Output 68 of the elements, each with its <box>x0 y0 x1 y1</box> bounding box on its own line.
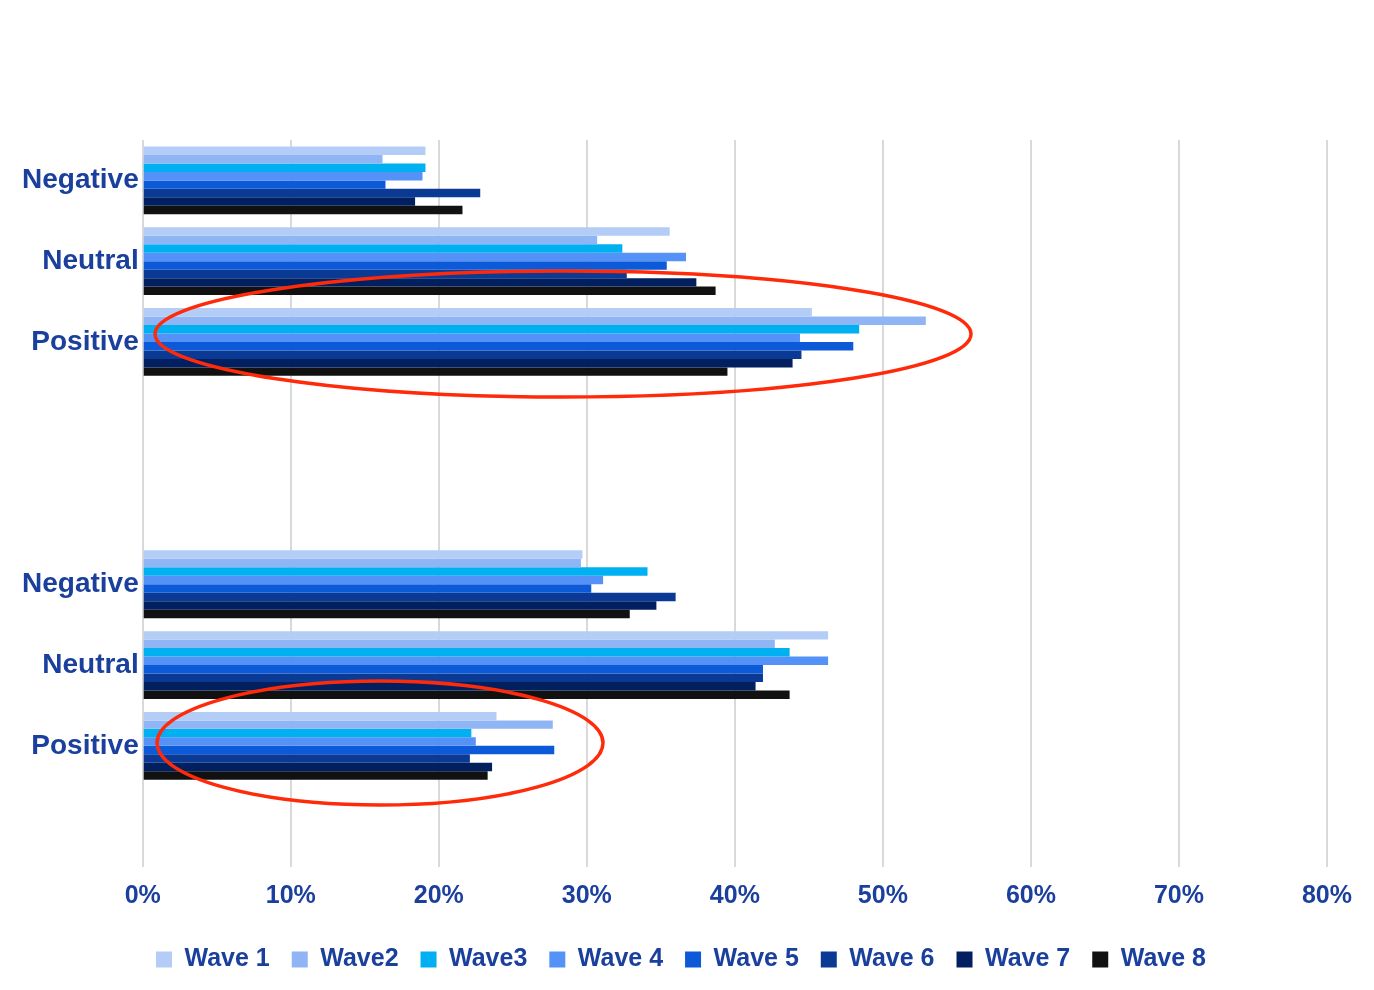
bar <box>143 601 657 610</box>
bar <box>143 252 686 262</box>
bar <box>143 745 555 755</box>
x-tick-label: 40% <box>709 879 760 908</box>
bar <box>143 154 383 164</box>
bar <box>143 771 488 780</box>
x-tick-label: 30% <box>561 879 612 908</box>
bar <box>143 171 423 181</box>
bar <box>143 648 790 657</box>
x-tick-label: 20% <box>413 879 464 908</box>
legend-label: Wave 6 <box>849 943 935 972</box>
x-tick-label: 0% <box>124 879 161 908</box>
y-tick-label: Neutral <box>42 647 139 679</box>
bar <box>143 762 493 772</box>
bar <box>143 235 598 245</box>
bar <box>143 316 926 325</box>
bar <box>143 631 829 640</box>
bar <box>143 754 470 763</box>
bar <box>143 584 592 593</box>
bar <box>143 639 775 649</box>
legend-label: Wave2 <box>320 943 399 972</box>
bar <box>143 333 800 342</box>
bar <box>143 244 623 253</box>
bar <box>143 358 793 368</box>
bar <box>143 656 829 666</box>
bar <box>143 188 481 198</box>
bar <box>143 367 728 376</box>
y-tick-label: Neutral <box>42 243 139 275</box>
y-tick-label: Positive <box>31 728 139 760</box>
bar <box>143 146 426 155</box>
bar <box>143 180 386 189</box>
bar <box>143 350 802 359</box>
bar <box>143 308 812 317</box>
bar <box>143 261 667 270</box>
bar <box>143 728 472 738</box>
x-tick-label: 70% <box>1153 879 1204 908</box>
bar <box>143 558 581 568</box>
bar <box>143 550 583 559</box>
legend-label: Wave 7 <box>985 943 1071 972</box>
legend-label: Wave3 <box>449 943 528 972</box>
legend-label: Wave 5 <box>713 943 799 972</box>
y-tick-label: Positive <box>31 324 139 356</box>
bar <box>143 575 604 585</box>
x-tick-label: 60% <box>1005 879 1056 908</box>
bar <box>143 690 790 699</box>
y-tick-label: Negative <box>22 163 139 195</box>
x-tick-label: 80% <box>1301 879 1353 908</box>
bar <box>143 567 648 576</box>
x-tick-label: 10% <box>265 879 316 908</box>
bar <box>143 737 476 746</box>
y-tick-label: Negative <box>22 567 139 598</box>
bar <box>143 205 463 215</box>
bar <box>143 720 553 729</box>
legend-label: Wave 4 <box>577 943 664 972</box>
legend-label: Wave 8 <box>1120 943 1207 972</box>
bar <box>143 665 763 674</box>
bar <box>143 324 860 334</box>
bar <box>143 163 426 172</box>
bar <box>143 286 716 296</box>
x-tick-label: 50% <box>857 879 908 908</box>
bar <box>143 227 670 236</box>
bar <box>143 711 497 721</box>
bar <box>143 609 630 619</box>
bar <box>143 592 676 602</box>
bar <box>143 341 854 351</box>
bar <box>143 197 416 206</box>
bar <box>143 278 697 287</box>
legend-label: Wave 1 <box>184 943 270 972</box>
